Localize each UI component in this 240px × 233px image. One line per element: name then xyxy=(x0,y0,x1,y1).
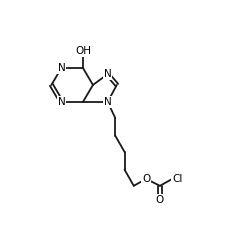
Text: N: N xyxy=(58,97,65,107)
Text: Cl: Cl xyxy=(172,174,183,184)
Text: N: N xyxy=(104,69,111,79)
Text: N: N xyxy=(104,97,111,107)
Text: N: N xyxy=(58,63,65,73)
Text: OH: OH xyxy=(75,46,91,56)
Text: O: O xyxy=(156,195,164,205)
Text: O: O xyxy=(142,174,150,184)
